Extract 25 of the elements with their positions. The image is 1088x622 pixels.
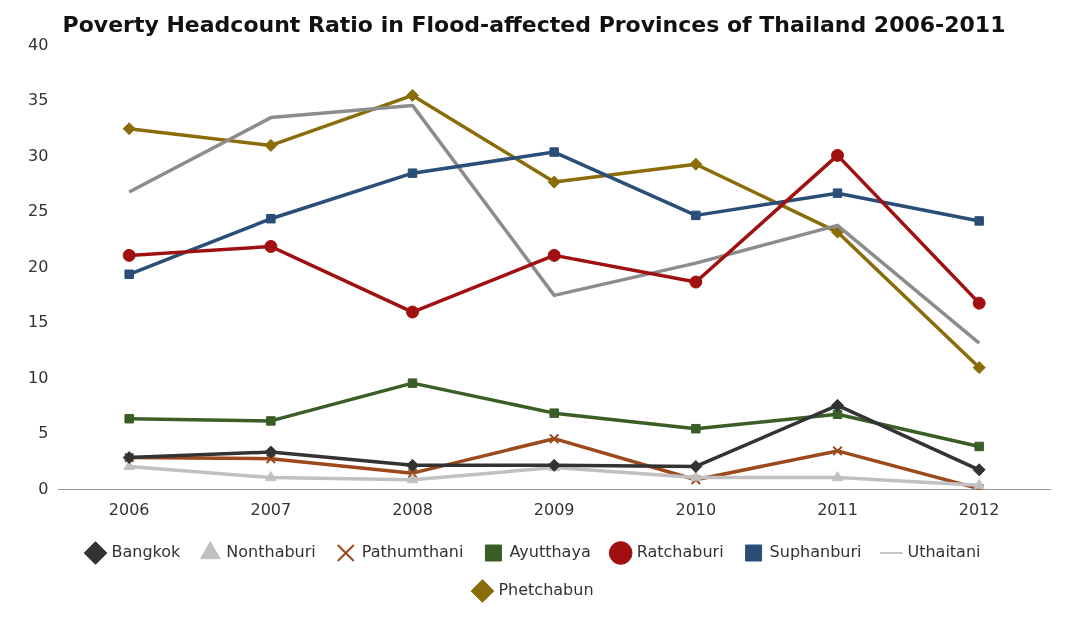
legend-label: Nonthaburi [226,542,316,562]
y-tick-label: 5 [38,423,49,443]
y-tick-label: 25 [28,201,49,221]
y-tick-label: 40 [28,34,49,54]
y-tick-label: 35 [28,90,49,110]
x-tick-label: 2011 [817,499,858,519]
y-tick-label: 30 [28,145,49,165]
legend-label: Uthaitani [907,542,981,562]
chart-title: Poverty Headcount Ratio in Flood-affected Provinces of Thailand 2006-2011 [62,11,1006,37]
legend-label: Bangkok [111,542,182,562]
legend-label: Ratchaburi [636,542,724,562]
x-tick-label: 2009 [533,499,575,519]
x-tick-label: 2007 [250,499,292,519]
legend-label: Phetchabun [498,580,594,600]
x-tick-label: 2008 [392,499,433,519]
legend-label: Suphanburi [769,542,862,562]
y-tick-label: 10 [28,367,49,387]
y-tick-label: 20 [28,256,49,276]
y-tick-label: 0 [38,478,49,498]
x-tick-label: 2012 [958,499,1000,519]
legend-label: Ayutthaya [509,542,591,562]
x-tick-label: 2006 [108,499,150,519]
legend-label: Pathumthani [361,542,464,562]
y-tick-label: 15 [28,312,49,332]
x-tick-label: 2010 [675,499,717,519]
